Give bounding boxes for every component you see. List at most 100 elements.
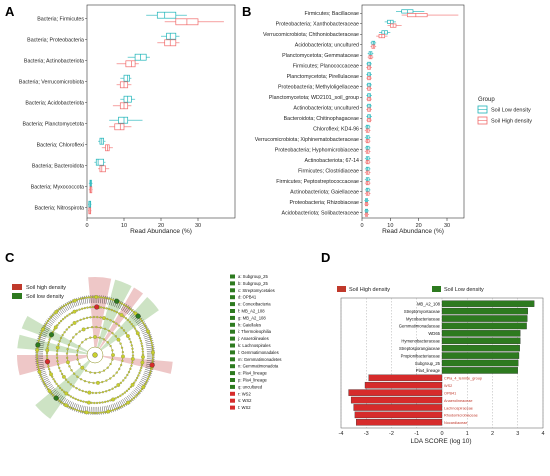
clado-node-3-40 xyxy=(57,384,60,388)
a-box-high-2 xyxy=(125,60,136,68)
clado-node-2-56 xyxy=(109,319,112,322)
a-box-low-7 xyxy=(95,158,105,166)
clado-node-4-28 xyxy=(104,410,107,414)
clado-node-3-45 xyxy=(49,372,53,377)
a-category-label-1: Bacteria; Proteobacteria xyxy=(27,37,84,43)
clado-node-0-21 xyxy=(106,341,109,344)
clade-legend-swatch-18 xyxy=(230,398,235,403)
clado-node-3-12 xyxy=(125,389,129,392)
a-xtick-label-1: 10 xyxy=(121,223,127,229)
clado-node-3-91 xyxy=(122,315,125,318)
clado-node-2-49 xyxy=(85,316,89,319)
clado-node-3-57 xyxy=(47,341,50,344)
clado-node-4-43 xyxy=(69,406,72,409)
clado-node-4-133 xyxy=(144,325,147,329)
clado-node-1-24 xyxy=(72,336,75,339)
clado-node-0-2 xyxy=(109,362,112,366)
clado-leaf-line-75 xyxy=(42,380,51,386)
clado-node-4-66 xyxy=(36,363,39,366)
b-category-label-4: Planctomycetota; Gemmataceae xyxy=(282,53,359,59)
lda-legend-high-swatch xyxy=(337,286,346,292)
clado-node-0-19 xyxy=(98,336,101,339)
clade-legend-swatch-17 xyxy=(230,391,235,396)
clado-node-4-55 xyxy=(46,387,50,391)
clado-node-4-105 xyxy=(87,296,91,299)
clado-leaf-line-99 xyxy=(37,336,46,340)
panel-b-xlabel: Read Abundance (%) xyxy=(382,228,444,235)
clado-node-2-46 xyxy=(76,320,79,323)
clado-node-0-13 xyxy=(76,349,79,352)
clado-node-3-46 xyxy=(48,370,52,373)
clado-node-4-65 xyxy=(37,365,40,369)
clade-legend-label-0: a: Subgroup_25 xyxy=(238,274,268,279)
b-category-label-5: Firmicutes; Planococcaceae xyxy=(293,64,359,70)
clado-node-2-11 xyxy=(111,387,114,390)
panel-d-lda: Soil High density Soil Low density -4 -3 -… xyxy=(337,286,545,445)
clado-node-2-10 xyxy=(114,385,117,389)
clado-node-1-32 xyxy=(103,327,107,330)
clado-node-3-39 xyxy=(59,386,62,390)
lda-bar-4 xyxy=(441,330,521,337)
clado-node-1-16 xyxy=(70,369,73,372)
clado-node-2-12 xyxy=(108,389,111,392)
clade-legend-swatch-14 xyxy=(230,371,235,376)
a-category-label-7: Bacteria; Bacteroidota xyxy=(32,163,84,169)
clado-node-2-68 xyxy=(131,351,134,354)
lda-bar-label-12: OPB41 xyxy=(444,391,456,395)
clado-node-4-24 xyxy=(114,408,117,411)
clado-node-4-93 xyxy=(60,306,63,309)
panel-b-boxplot: 0 10 20 30 Firmicutes; Bacillaceae Proteobact… xyxy=(255,4,532,235)
clado-node-0-12 xyxy=(75,353,79,357)
clado-node-3-76 xyxy=(83,306,86,310)
clado-node-3-6 xyxy=(136,376,139,380)
b-category-label-6: Planctomycetota; Pirellulaceae xyxy=(287,74,359,80)
clado-node-4-147 xyxy=(151,358,154,361)
clado-node-3-53 xyxy=(45,351,49,355)
clado-node-1-25 xyxy=(75,333,78,336)
clado-node-3-58 xyxy=(48,338,51,341)
clado-node-3-22 xyxy=(101,401,104,404)
clado-node-3-64 xyxy=(56,324,59,327)
clado-node-4-29 xyxy=(102,411,105,414)
clado-node-3-82 xyxy=(100,306,103,309)
clado-node-3-16 xyxy=(116,396,120,399)
clado-node-3-83 xyxy=(102,306,105,309)
clado-legend-low-swatch xyxy=(12,293,22,299)
clado-node-0-17 xyxy=(89,336,92,339)
clado-node-3-54 xyxy=(45,348,50,353)
lda-legend-low-label: Soil Low density xyxy=(444,287,484,293)
clado-node-2-18 xyxy=(87,390,92,395)
clado-node-4-59 xyxy=(41,379,45,382)
clado-leaf-line-3 xyxy=(146,360,155,362)
clado-leaf-line-63 xyxy=(59,396,65,404)
clado-node-1-4 xyxy=(115,371,118,374)
panel-a-boxplot: 0 10 20 30 Bacteria; Firmicutes Bacteria; Pro… xyxy=(19,4,236,235)
clado-sector-1 xyxy=(97,279,132,348)
clado-node-1-6 xyxy=(109,377,112,380)
clado-node-3-28 xyxy=(85,401,88,404)
clado-node-3-14 xyxy=(121,393,124,396)
lda-bar-label-10: CPla_4_termite_group xyxy=(444,377,482,381)
clado-node-1-23 xyxy=(69,339,72,343)
clado-node-3-42 xyxy=(53,380,57,383)
clado-node-4-20 xyxy=(122,404,126,407)
lda-xtick-label-6: 2 xyxy=(491,431,494,437)
clado-node-2-43 xyxy=(68,326,71,329)
clado-node-4-54 xyxy=(47,389,52,393)
clado-node-3-47 xyxy=(48,368,51,371)
lda-xlabel: LDA SCORE (log 10) xyxy=(410,438,471,445)
clado-node-0-16 xyxy=(84,338,88,341)
clado-node-4-56 xyxy=(45,385,48,389)
clado-leaf-line-2 xyxy=(146,358,155,360)
clado-node-1-39 xyxy=(121,350,124,354)
clado-node-2-1 xyxy=(131,361,134,364)
clado-node-4-140 xyxy=(150,341,153,345)
clado-node-3-23 xyxy=(98,401,101,404)
clado-node-4-137 xyxy=(148,334,151,338)
a-xtick-label-0: 0 xyxy=(85,223,88,229)
clado-node-2-59 xyxy=(118,324,121,327)
lda-bar-label-3: Gemmatimonadaceae xyxy=(399,324,441,329)
clado-node-3-48 xyxy=(47,365,50,368)
clado-node-2-29 xyxy=(59,369,62,373)
